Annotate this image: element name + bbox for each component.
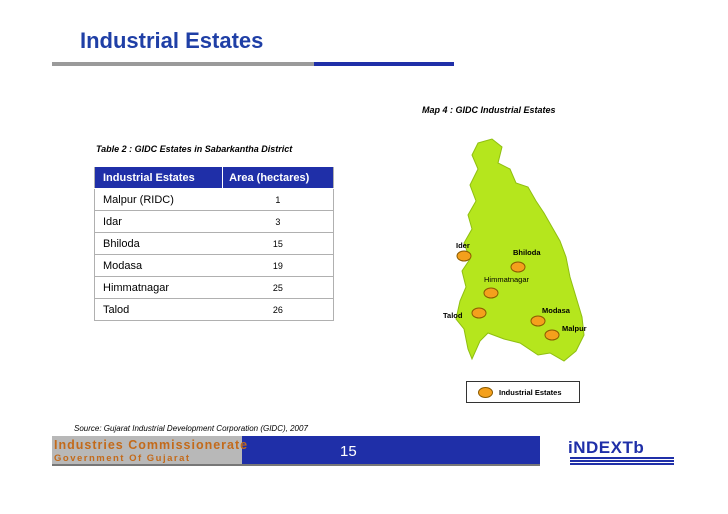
map-label-malpur: Malpur bbox=[562, 324, 587, 333]
source-note: Source: Gujarat Industrial Development C… bbox=[74, 424, 308, 433]
estate-name: Himmatnagar bbox=[94, 276, 223, 299]
indextb-logo: iNDEXTb bbox=[568, 438, 676, 470]
footer-brand-band bbox=[52, 436, 242, 464]
map-marker-himmatnagar bbox=[483, 287, 499, 299]
map-marker-malpur bbox=[544, 329, 560, 341]
table-row: Bhiloda 15 bbox=[94, 232, 334, 255]
table-row: Malpur (RIDC) 1 bbox=[94, 188, 334, 211]
estate-area: 3 bbox=[222, 210, 334, 233]
org-name: Industries Commissionerate bbox=[54, 438, 249, 452]
table-row: Talod 26 bbox=[94, 298, 334, 321]
org-subtitle: Government Of Gujarat bbox=[54, 453, 191, 464]
legend-marker-icon bbox=[478, 387, 493, 398]
map-marker-ider bbox=[456, 250, 472, 262]
map-label-bhiloda: Bhiloda bbox=[513, 248, 541, 257]
district-shape bbox=[455, 138, 585, 362]
footer-rule bbox=[52, 464, 540, 466]
estate-name: Malpur (RIDC) bbox=[94, 188, 223, 211]
district-map: Ider Bhiloda Himmatnagar Talod Modasa Ma… bbox=[443, 138, 587, 362]
map-label-ider: Ider bbox=[456, 241, 470, 250]
logo-tagline-graphic bbox=[570, 457, 674, 469]
logo-text: iNDEXTb bbox=[568, 438, 645, 457]
table-row: Modasa 19 bbox=[94, 254, 334, 277]
map-label-modasa: Modasa bbox=[542, 306, 571, 315]
table-caption: Table 2 : GIDC Estates in Sabarkantha Di… bbox=[96, 144, 293, 154]
map-marker-bhiloda bbox=[510, 261, 526, 273]
estate-name: Bhiloda bbox=[94, 232, 223, 255]
page-title: Industrial Estates bbox=[80, 28, 264, 53]
map-label-himmatnagar: Himmatnagar bbox=[484, 275, 530, 284]
table-row: Himmatnagar 25 bbox=[94, 276, 334, 299]
title-rule-grey bbox=[52, 62, 314, 66]
legend-label: Industrial Estates bbox=[499, 388, 562, 397]
table-header-row: Industrial Estates Area (hectares) bbox=[94, 167, 334, 189]
table-row: Idar 3 bbox=[94, 210, 334, 233]
header-estate: Industrial Estates bbox=[94, 167, 223, 189]
estate-area: 26 bbox=[222, 298, 334, 321]
page-number: 15 bbox=[340, 443, 357, 460]
estate-area: 1 bbox=[222, 188, 334, 211]
footer-page-band bbox=[242, 436, 540, 464]
estates-table: Industrial Estates Area (hectares) Malpu… bbox=[94, 167, 334, 321]
map-marker-modasa bbox=[530, 315, 546, 327]
estate-name: Modasa bbox=[94, 254, 223, 277]
estate-name: Talod bbox=[94, 298, 223, 321]
map-marker-talod bbox=[471, 307, 487, 319]
estate-area: 15 bbox=[222, 232, 334, 255]
map-label-talod: Talod bbox=[443, 311, 463, 320]
estate-name: Idar bbox=[94, 210, 223, 233]
map-legend: Industrial Estates bbox=[466, 381, 580, 403]
title-rule-blue bbox=[314, 62, 454, 66]
header-area: Area (hectares) bbox=[222, 167, 334, 189]
estate-area: 25 bbox=[222, 276, 334, 299]
estate-area: 19 bbox=[222, 254, 334, 277]
map-caption: Map 4 : GIDC Industrial Estates bbox=[422, 105, 556, 115]
